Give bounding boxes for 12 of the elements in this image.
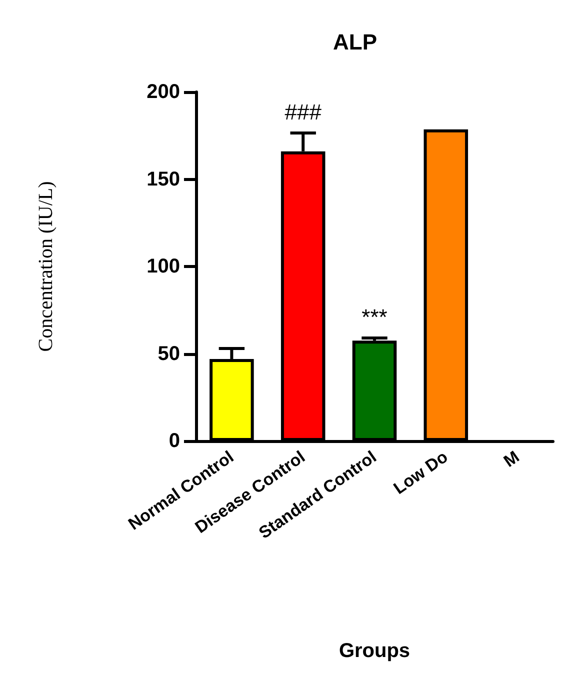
annotation: ### [284, 100, 322, 125]
annotation: *** [362, 304, 388, 330]
chart-title: ALP [333, 30, 377, 54]
y-axis-title: Concentration (IU/L) [35, 181, 57, 352]
y-tick-label: 150 [146, 168, 180, 190]
y-tick-label: 50 [158, 342, 180, 365]
x-tick-label: Low Do [390, 447, 452, 498]
y-tick-label: 0 [168, 430, 180, 452]
y-tick-label: 200 [146, 81, 180, 103]
y-tick-label: 100 [146, 256, 180, 278]
x-tick-label: M [500, 447, 523, 471]
x-axis-title: Groups [338, 640, 410, 662]
